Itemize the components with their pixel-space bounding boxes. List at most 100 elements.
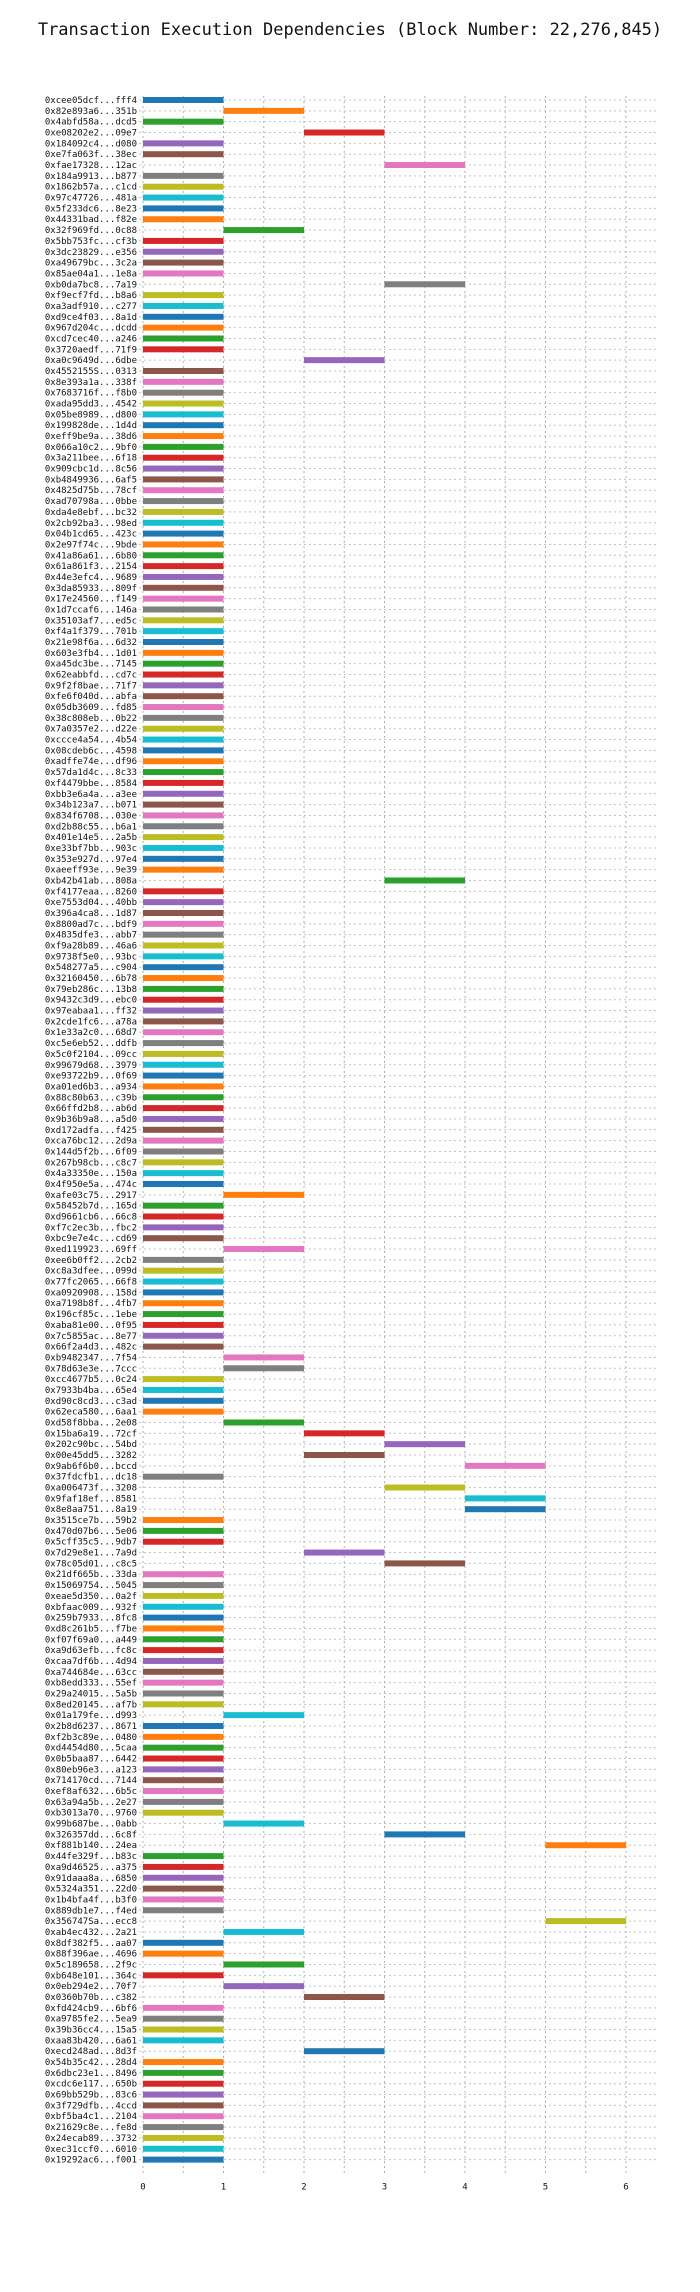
transaction-bar bbox=[143, 194, 224, 201]
y-tick-label: 0x99b687be...0abb bbox=[45, 1820, 137, 1830]
y-tick-label: 0xe7553d04...40bb bbox=[45, 898, 137, 908]
transaction-bar bbox=[143, 823, 224, 830]
y-tick-label: 0xa49679bc...3c2a bbox=[45, 259, 137, 269]
y-tick-label: 0x603e3fb4...1d01 bbox=[45, 649, 137, 659]
y-tick-label: 0x21629c8e...fe8d bbox=[45, 2123, 137, 2133]
y-tick-label: 0xcdc6e117...650b bbox=[45, 2080, 137, 2090]
y-tick-label: 0xd90c8cd3...c3ad bbox=[45, 1397, 137, 1407]
transaction-bar bbox=[143, 1170, 224, 1177]
transaction-bar bbox=[143, 324, 224, 331]
transaction-bar bbox=[143, 368, 224, 374]
transaction-bar bbox=[143, 259, 224, 266]
y-tick-label: 0x21e98f6a...6d32 bbox=[45, 638, 137, 648]
y-tick-label: 0x9faf18ef...8581 bbox=[45, 1494, 137, 1504]
transaction-bar bbox=[143, 552, 224, 559]
y-tick-label: 0x4825d75b...78cf bbox=[45, 486, 137, 496]
transaction-bar bbox=[143, 2026, 224, 2033]
transaction-bar bbox=[143, 1061, 224, 1068]
transaction-bar bbox=[143, 975, 224, 982]
transaction-bar bbox=[143, 346, 224, 353]
transaction-bar bbox=[143, 736, 224, 743]
transaction-bar bbox=[384, 281, 465, 288]
transaction-bar bbox=[143, 834, 224, 841]
transaction-bar bbox=[143, 606, 224, 613]
transaction-bar bbox=[143, 920, 224, 927]
transaction-bar bbox=[143, 693, 224, 700]
y-tick-label: 0xafe03c75...2917 bbox=[45, 1191, 137, 1201]
y-tick-label: 0x889db1e7...f4ed bbox=[45, 1906, 137, 1916]
y-tick-label: 0xc8a3dfee...099d bbox=[45, 1267, 137, 1277]
y-tick-label: 0x78c05d01...c8c5 bbox=[45, 1559, 137, 1569]
transaction-bar bbox=[143, 1321, 224, 1328]
y-tick-label: 0xfae17328...12ac bbox=[45, 161, 137, 171]
y-tick-label: 0x8e393a1a...338f bbox=[45, 378, 137, 388]
y-tick-label: 0x5324a351...22d0 bbox=[45, 1885, 137, 1895]
y-tick-label: 0xd172adfa...f425 bbox=[45, 1126, 137, 1136]
transaction-bar bbox=[143, 1181, 224, 1187]
transaction-bar bbox=[143, 682, 224, 689]
y-tick-label: 0xbc9e7e4c...cd69 bbox=[45, 1234, 137, 1244]
y-tick-label: 0x05db3609...fd85 bbox=[45, 703, 137, 713]
y-tick-label: 0xadffe74e...df96 bbox=[45, 757, 137, 767]
transaction-bar bbox=[304, 1452, 385, 1458]
transaction-bar bbox=[143, 1007, 224, 1014]
y-tick-label: 0x05be8989...d800 bbox=[45, 410, 137, 420]
transaction-bar bbox=[143, 844, 224, 851]
transaction-bar bbox=[143, 151, 224, 158]
y-tick-label: 0xf2b3c89e...0480 bbox=[45, 1733, 137, 1743]
transaction-bar bbox=[143, 1289, 224, 1296]
y-tick-label: 0x41a86a61...6b80 bbox=[45, 551, 137, 561]
y-tick-label: 0x8e8aa751...8a19 bbox=[45, 1505, 137, 1515]
y-tick-label: 0x202c90bc...54bd bbox=[45, 1440, 137, 1450]
y-tick-label: 0x19292ac6...f001 bbox=[45, 2156, 137, 2166]
y-tick-label: 0x15069754...5045 bbox=[45, 1581, 137, 1591]
y-tick-label: 0xd58f8bba...2e08 bbox=[45, 1418, 137, 1428]
transaction-bar bbox=[143, 433, 224, 440]
y-tick-label: 0x62eca580...6aa1 bbox=[45, 1408, 137, 1418]
y-tick-label: 0x57da1d4c...8c33 bbox=[45, 768, 137, 778]
y-tick-label: 0x401e14e5...2a5b bbox=[45, 833, 137, 843]
y-tick-label: 0x91daaa8a...6850 bbox=[45, 1874, 137, 1884]
y-tick-label: 0xd9ce4f03...8a1d bbox=[45, 313, 137, 323]
transaction-bar bbox=[143, 443, 224, 450]
transaction-bar bbox=[223, 1419, 304, 1426]
y-tick-label: 0xa0920908...158d bbox=[45, 1288, 137, 1298]
transaction-bar bbox=[223, 227, 304, 234]
transaction-bar bbox=[143, 996, 224, 1003]
transaction-bar bbox=[304, 2048, 385, 2055]
y-tick-label: 0x39b36cc4...15a5 bbox=[45, 2026, 137, 2036]
y-tick-label: 0xf9ecf7fd...b8a6 bbox=[45, 291, 137, 301]
transaction-bar bbox=[143, 140, 224, 147]
transaction-bar bbox=[223, 1928, 304, 1935]
y-tick-label: 0xccce4a54...4b54 bbox=[45, 736, 137, 746]
y-tick-label: 0x3720aedf...71f9 bbox=[45, 345, 137, 355]
transaction-bar bbox=[143, 1224, 224, 1231]
y-tick-label: 0x9f2f8bae...71f7 bbox=[45, 681, 137, 691]
y-tick-label: 0xf4a1f379...701b bbox=[45, 627, 137, 637]
y-tick-label: 0x4abfd58a...dcd5 bbox=[45, 118, 137, 128]
y-tick-label: 0xd8c261b5...f7be bbox=[45, 1624, 137, 1634]
y-tick-label: 0x5bb753fc...cf3b bbox=[45, 237, 137, 247]
transaction-bar bbox=[143, 649, 224, 656]
transaction-bar bbox=[143, 985, 224, 992]
y-tick-label: 0xbb3e6a4a...a3ee bbox=[45, 790, 137, 800]
transaction-bar bbox=[143, 769, 224, 776]
y-tick-label: 0x97eabaa1...ff32 bbox=[45, 1007, 137, 1017]
transaction-bar bbox=[143, 584, 224, 591]
transaction-bar bbox=[143, 1105, 224, 1112]
y-tick-label: 0x62eabbfd...cd7c bbox=[45, 671, 137, 681]
y-tick-label: 0x326357dd...6c8f bbox=[45, 1830, 137, 1840]
y-tick-labels: 0xcee05dcf...fff40x82e893a6...351b0x4abf… bbox=[45, 96, 137, 2166]
y-tick-label: 0xcee05dcf...fff4 bbox=[45, 96, 137, 106]
x-tick-label: 4 bbox=[462, 2183, 467, 2193]
transaction-bar bbox=[143, 216, 224, 223]
transaction-bar bbox=[223, 1712, 304, 1719]
y-tick-label: 0xed119923...69ff bbox=[45, 1245, 137, 1255]
transaction-bar bbox=[143, 2113, 224, 2120]
y-tick-label: 0x356747Sa...ecc8 bbox=[45, 1917, 137, 1927]
transaction-bar bbox=[143, 1094, 224, 1101]
transaction-bar bbox=[143, 812, 224, 819]
transaction-bar bbox=[143, 1874, 224, 1881]
transaction-bar bbox=[143, 1029, 224, 1036]
y-tick-label: 0x8800ad7c...bdf9 bbox=[45, 920, 137, 930]
